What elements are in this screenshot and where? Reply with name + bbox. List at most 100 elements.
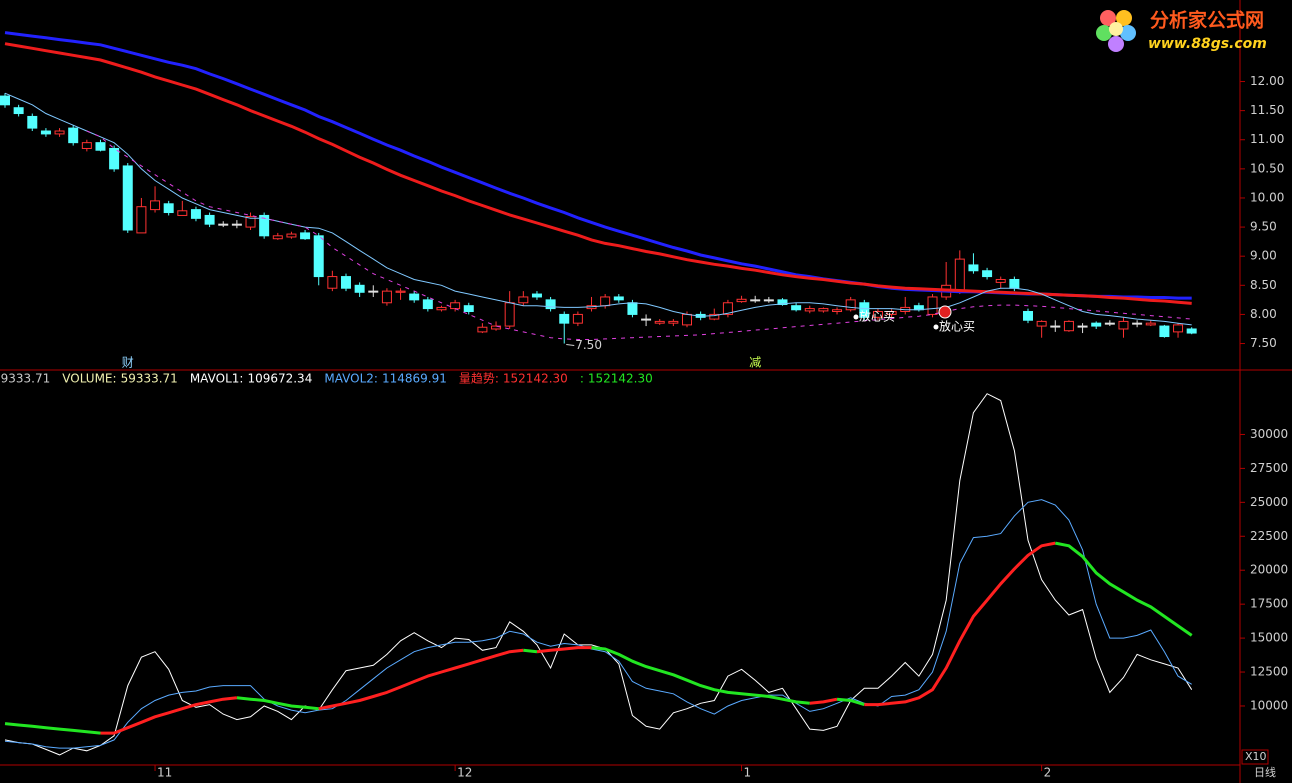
unit-box: [1241, 749, 1269, 765]
trend-line: [318, 648, 524, 711]
candle-body: [736, 298, 747, 303]
signal-icon: [938, 305, 952, 319]
trend-line: [4, 722, 101, 735]
candle-body: [409, 293, 420, 301]
candle-body: [1009, 278, 1020, 289]
signal-label: 放心买: [939, 319, 975, 334]
signal-label: 放心买: [859, 309, 895, 324]
candle-body: [245, 216, 256, 228]
candle-body: [572, 313, 583, 324]
x-tick-label: 1: [744, 766, 752, 780]
candle-body: [504, 302, 515, 327]
line-series: [86, 130, 1192, 340]
candle-body: [422, 299, 433, 310]
candle-body: [600, 296, 611, 307]
y-tick-label: 25000: [1250, 495, 1288, 509]
candle-body: [709, 313, 720, 320]
candle-body: [1104, 322, 1115, 325]
candle-body: [300, 232, 311, 240]
legend-value: 59333.71: [121, 372, 178, 386]
candle-body: [559, 313, 570, 324]
candle-body: [259, 214, 270, 237]
y-tick-label: 8.50: [1250, 278, 1277, 292]
event-marker: 减: [749, 356, 761, 370]
candle-body: [641, 318, 652, 321]
y-tick-label: 10000: [1250, 698, 1288, 712]
candle-body: [341, 276, 351, 289]
trend-line: [836, 697, 865, 707]
candle-body: [968, 264, 979, 272]
trend-line: [591, 646, 810, 705]
event-marker: 财: [122, 356, 134, 370]
y-tick-label: 30000: [1250, 427, 1288, 441]
candle-body: [791, 305, 802, 311]
low-marker-label: 7.50: [575, 338, 602, 352]
period-label: 日线: [1254, 765, 1276, 779]
y-tick-label: 17500: [1250, 597, 1288, 611]
x-tick-label: 11: [157, 766, 172, 780]
candle-body: [613, 296, 624, 301]
candle-body: [204, 214, 215, 225]
legend-name: MAVOL2:: [324, 372, 378, 386]
line-series: [4, 42, 1192, 305]
candle-body: [518, 296, 529, 304]
trend-line: [536, 646, 592, 654]
candle-body: [531, 293, 542, 298]
candle-body: [13, 107, 24, 115]
legend-value: 59333.71: [0, 372, 50, 386]
candle-body: [886, 311, 897, 315]
candle-body: [381, 290, 392, 304]
candle-body: [668, 320, 679, 324]
candle-body: [818, 308, 829, 312]
candle-body: [177, 210, 188, 216]
legend-value: 152142.30: [503, 372, 568, 386]
candle-body: [286, 233, 297, 238]
candle-body: [777, 299, 788, 306]
watermark-url: www.88gs.com: [1148, 36, 1267, 52]
candle-body: [272, 235, 283, 240]
trend-line: [864, 541, 1056, 707]
candle-body: [327, 276, 338, 289]
legend-name: VOLUME:: [62, 372, 116, 386]
y-tick-label: 10.00: [1250, 190, 1284, 204]
candle-body: [109, 147, 120, 170]
signal-dot: [853, 314, 859, 320]
unit-label: X10: [1245, 750, 1267, 763]
legend-name: MAVOL1:: [190, 372, 244, 386]
y-tick-label: 8.00: [1250, 307, 1277, 321]
candle-body: [722, 302, 733, 315]
candle-body: [313, 235, 324, 278]
candle-body: [1118, 320, 1129, 330]
x-tick-label: 2: [1044, 766, 1052, 780]
y-tick-label: 9.50: [1250, 220, 1277, 234]
candle-body: [395, 290, 406, 293]
candle-body: [0, 95, 10, 106]
candle-body: [218, 223, 229, 226]
candle-body: [1159, 325, 1170, 338]
trend-line: [100, 696, 238, 735]
y-tick-label: 20000: [1250, 563, 1288, 577]
y-tick-label: 22500: [1250, 529, 1288, 543]
candle-body: [450, 302, 461, 310]
watermark-title: 分析家公式网: [1150, 9, 1264, 32]
trend-line: [236, 696, 319, 711]
candle-body: [491, 325, 502, 330]
y-tick-label: 12.00: [1250, 74, 1284, 88]
candle-body: [654, 320, 665, 324]
y-tick-label: 11.50: [1250, 103, 1284, 117]
candle-body: [81, 142, 92, 149]
candle-body: [54, 130, 65, 135]
candle-body: [1063, 320, 1074, 332]
candle-body: [95, 142, 106, 151]
legend-name: 量趋势:: [459, 372, 499, 386]
legend-value: 114869.91: [382, 372, 447, 386]
candle-body: [27, 115, 38, 129]
line-series: [4, 499, 1192, 749]
y-tick-label: 15000: [1250, 631, 1288, 645]
candle-body: [954, 258, 965, 292]
candle-body: [832, 309, 843, 313]
candle-body: [982, 270, 993, 278]
y-tick-label: 12500: [1250, 665, 1288, 679]
candle-body: [231, 223, 242, 226]
